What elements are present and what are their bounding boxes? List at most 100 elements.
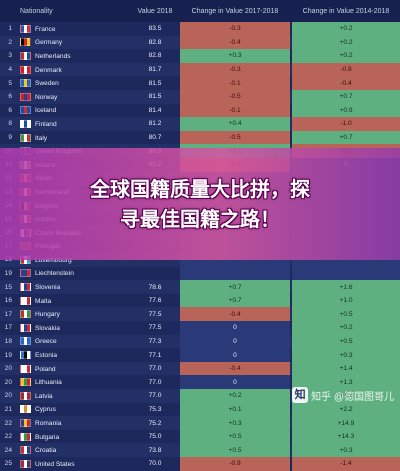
flag-icon xyxy=(20,296,31,305)
flag-icon xyxy=(20,378,31,387)
table-row[interactable]: 24 Croatia 73.8 +0.5 +0.3 xyxy=(0,443,400,457)
row-nationality-label: Liechtenstein xyxy=(35,270,74,278)
flag-icon xyxy=(20,106,31,115)
row-change-2017-2018: +0.7 xyxy=(180,293,290,308)
row-nationality: Poland xyxy=(18,364,130,373)
row-rank: 17 xyxy=(4,310,12,318)
row-value-2018: 77.3 xyxy=(148,337,162,345)
row-nationality: Sweden xyxy=(18,79,130,88)
row-rank: 22 xyxy=(4,433,12,441)
row-change-2017-2018: -0.9 xyxy=(180,457,290,471)
row-nationality: Romania xyxy=(18,419,130,428)
table-row[interactable]: 17 Slovakia 77.5 0 +0.2 xyxy=(0,321,400,335)
flag-icon xyxy=(20,364,31,373)
table-row[interactable]: 2 Germany 82.8 -0.4 +0.2 xyxy=(0,35,400,50)
zhihu-logo-icon: 知 xyxy=(292,387,309,403)
row-nationality-label: Hungary xyxy=(35,311,60,319)
table-row[interactable]: 22 Romania 75.2 +0.3 +14.9 xyxy=(0,416,400,430)
row-nationality: Bulgaria xyxy=(18,432,130,441)
row-nationality: Lithuania xyxy=(18,378,130,387)
header-nationality[interactable]: Nationality xyxy=(20,7,53,15)
row-nationality-label: Iceland xyxy=(35,107,57,115)
table-row[interactable]: 8 Finland 81.2 +0.4 -1.0 xyxy=(0,117,400,131)
flag-icon xyxy=(20,432,31,441)
row-change-2017-2018: +0.4 xyxy=(180,117,290,131)
row-change-2017-2018: 0 xyxy=(180,321,290,335)
row-nationality-label: Cyprus xyxy=(35,406,56,414)
row-rank: 22 xyxy=(4,419,12,427)
table-row[interactable]: 4 Denmark 81.7 -0.3 -0.8 xyxy=(0,62,400,77)
row-nationality-label: Germany xyxy=(35,39,63,47)
row-nationality: Slovakia xyxy=(18,323,130,332)
row-rank: 24 xyxy=(4,446,12,454)
row-nationality-label: Latvia xyxy=(35,392,53,400)
row-change-2017-2018: -0.1 xyxy=(180,103,290,118)
row-nationality: Italy xyxy=(18,133,130,142)
row-nationality-label: Italy xyxy=(35,134,48,142)
table-row[interactable]: 3 Netherlands 82.8 +0.3 +0.2 xyxy=(0,49,400,63)
row-nationality-label: Slovenia xyxy=(35,283,61,291)
row-value-2018: 73.8 xyxy=(148,446,162,454)
row-nationality: Hungary xyxy=(18,310,130,319)
row-change-2014-2018: +0.2 xyxy=(292,321,400,335)
header-change-2017-2018[interactable]: Change in Value 2017-2018 xyxy=(191,7,279,15)
table-row[interactable]: 6 Norway 81.5 -0.5 +0.7 xyxy=(0,89,400,104)
header-value-2018[interactable]: Value 2018 xyxy=(137,7,173,15)
row-rank: 6 xyxy=(8,106,12,114)
table-header: Nationality Value 2018 Change in Value 2… xyxy=(0,0,400,22)
row-nationality-label: Slovakia xyxy=(35,324,60,332)
table-row[interactable]: 17 Hungary 77.5 -0.4 +0.5 xyxy=(0,307,400,322)
row-nationality: Iceland xyxy=(18,106,130,115)
row-change-2017-2018: -0.4 xyxy=(180,35,290,50)
table-row[interactable]: 15 Slovenia 78.6 +0.7 +1.6 xyxy=(0,280,400,294)
row-value-2018: 77.0 xyxy=(148,378,162,386)
table-row[interactable]: 5 Sweden 81.5 -0.1 -0.4 xyxy=(0,76,400,90)
row-change-2014-2018: +0.3 xyxy=(292,443,400,457)
row-change-2017-2018: +0.5 xyxy=(180,443,290,457)
row-value-2018: 83.5 xyxy=(148,25,162,33)
banner-title-line-2: 寻最佳国籍之路！ xyxy=(120,207,280,231)
row-change-2017-2018: +0.7 xyxy=(180,280,290,294)
flag-icon xyxy=(20,405,31,414)
table-row[interactable]: 1 France 83.5 -0.3 +0.2 xyxy=(0,22,400,36)
row-change-2014-2018: +1.6 xyxy=(292,280,400,294)
row-rank: 16 xyxy=(4,297,12,305)
watermark-text: 知乎 @德国图哥儿 xyxy=(311,391,394,403)
flag-icon xyxy=(20,119,31,128)
row-rank: 20 xyxy=(4,365,12,373)
banner-title-line-1: 全球国籍质量大比拼，探 xyxy=(90,177,310,201)
row-nationality: Cyprus xyxy=(18,405,130,414)
table-row[interactable]: 18 Greece 77.3 0 +0.5 xyxy=(0,334,400,349)
table-row[interactable]: 21 Cyprus 75.3 +0.1 +2.2 xyxy=(0,402,400,417)
table-row[interactable]: 9 Italy 80.7 -0.5 +0.7 xyxy=(0,130,400,145)
table-row[interactable]: 19 Estonia 77.1 0 +0.3 xyxy=(0,348,400,362)
row-rank: 15 xyxy=(4,283,12,291)
header-change-2014-2018[interactable]: Change in Value 2014-2018 xyxy=(302,7,390,15)
row-change-2014-2018: +0.5 xyxy=(292,334,400,349)
table-row[interactable]: 20 Poland 77.0 -0.4 +1.4 xyxy=(0,361,400,376)
row-value-2018: 81.5 xyxy=(148,93,162,101)
row-nationality-label: Netherlands xyxy=(35,52,71,60)
table-row[interactable]: 22 Bulgaria 75.0 +0.5 +14.3 xyxy=(0,429,400,444)
row-value-2018: 78.6 xyxy=(148,283,162,291)
row-nationality-label: Croatia xyxy=(35,446,57,454)
row-nationality-label: Greece xyxy=(35,338,57,346)
row-nationality-label: Romania xyxy=(35,419,62,427)
table-row[interactable]: 25 United States 70.0 -0.9 -1.4 xyxy=(0,457,400,471)
flag-icon xyxy=(20,446,31,455)
row-nationality: Estonia xyxy=(18,351,130,360)
table-row[interactable]: 19 Liechtenstein xyxy=(0,266,400,281)
row-change-2017-2018: +0.5 xyxy=(180,429,290,444)
table-row[interactable]: 16 Malta 77.6 +0.7 +1.0 xyxy=(0,293,400,308)
row-change-2014-2018: +1.4 xyxy=(292,361,400,376)
row-change-2017-2018: -0.5 xyxy=(180,89,290,104)
row-nationality-label: Bulgaria xyxy=(35,433,60,441)
row-rank: 5 xyxy=(8,79,12,87)
row-change-2017-2018: +0.3 xyxy=(180,416,290,430)
row-value-2018: 77.1 xyxy=(148,351,162,359)
row-rank: 4 xyxy=(8,66,12,74)
table-row[interactable]: 20 Lithuania 77.0 0 +1.3 xyxy=(0,375,400,390)
row-value-2018: 77.5 xyxy=(148,310,162,318)
table-row[interactable]: 6 Iceland 81.4 -0.1 +0.9 xyxy=(0,103,400,118)
flag-icon xyxy=(20,79,31,88)
